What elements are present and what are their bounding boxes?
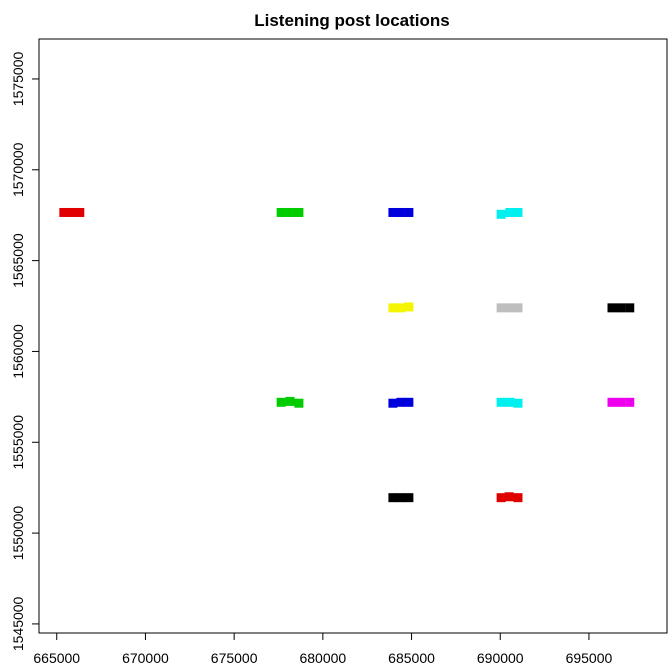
x-tick-label: 670000: [122, 650, 169, 666]
data-point: [513, 303, 523, 313]
data-point: [388, 303, 398, 313]
data-point: [388, 207, 398, 217]
data-point: [496, 397, 506, 407]
data-point: [276, 207, 286, 217]
y-tick-label: 1560000: [10, 324, 26, 379]
data-point: [294, 207, 304, 217]
y-axis: 1545000 1550000 1555000 1560000 1565000 15700…: [10, 52, 40, 651]
data-point: [625, 397, 635, 407]
x-axis: 665000 670000 675000 680000 685000 690000 6950…: [33, 632, 613, 666]
y-tick-label: 1565000: [10, 233, 26, 288]
data-point: [505, 207, 515, 217]
data-points: [59, 207, 635, 503]
data-point: [607, 303, 617, 313]
y-tick-label: 1555000: [10, 415, 26, 470]
y-tick-label: 1545000: [10, 596, 26, 651]
x-tick-label: 695000: [566, 650, 613, 666]
data-point: [625, 303, 635, 313]
data-point: [294, 398, 304, 408]
x-tick-label: 690000: [477, 650, 524, 666]
data-point: [285, 207, 295, 217]
data-point: [505, 303, 515, 313]
data-point: [396, 493, 406, 503]
data-point: [496, 493, 506, 503]
y-tick-label: 1575000: [10, 52, 26, 107]
data-point: [67, 207, 77, 217]
data-point: [404, 207, 414, 217]
x-tick-label: 685000: [388, 650, 435, 666]
data-point: [59, 207, 69, 217]
plot-frame: [38, 38, 668, 634]
data-point: [396, 207, 406, 217]
data-point: [496, 303, 506, 313]
data-point: [505, 397, 515, 407]
data-point: [75, 207, 85, 217]
data-point: [616, 397, 626, 407]
data-point: [388, 398, 398, 408]
data-point: [404, 397, 414, 407]
data-point: [616, 303, 626, 313]
data-point: [396, 397, 406, 407]
data-point: [607, 397, 617, 407]
data-point: [513, 207, 523, 217]
data-point: [504, 492, 514, 502]
data-point: [285, 396, 295, 406]
y-tick-label: 1570000: [10, 142, 26, 197]
x-tick-label: 665000: [33, 650, 80, 666]
data-point: [404, 493, 414, 503]
data-point: [496, 209, 506, 219]
x-tick-label: 675000: [211, 650, 258, 666]
data-point: [513, 493, 523, 503]
data-point: [388, 493, 398, 503]
data-point: [404, 302, 414, 312]
data-point: [513, 398, 523, 408]
x-tick-label: 680000: [299, 650, 346, 666]
data-point: [276, 397, 286, 407]
data-point: [396, 303, 406, 313]
chart-title: Listening post locations: [254, 11, 450, 30]
y-tick-label: 1550000: [10, 506, 26, 561]
